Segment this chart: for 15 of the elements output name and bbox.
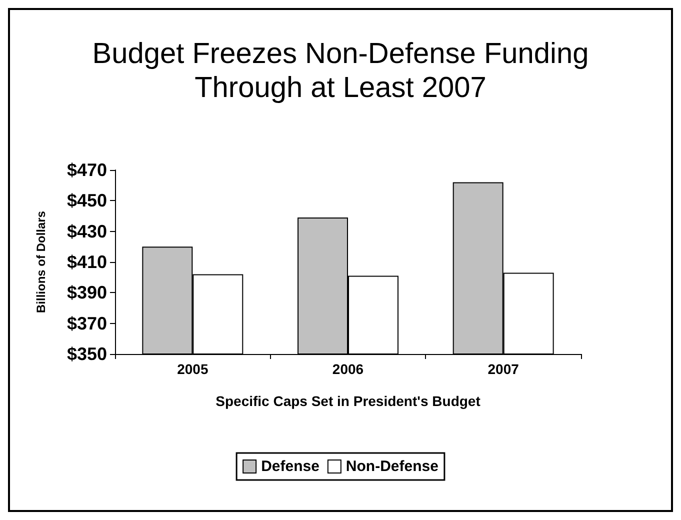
y-tick-label: $370 xyxy=(66,313,107,334)
legend-label: Non-Defense xyxy=(346,458,438,475)
y-tick-label: $350 xyxy=(66,344,107,364)
legend-label: Defense xyxy=(261,458,320,475)
chart-title: Budget Freezes Non-Defense Funding Through at Least 2007 xyxy=(92,38,589,104)
x-axis-title: Specific Caps Set in President's Budget xyxy=(216,393,481,409)
y-tick-label: $410 xyxy=(66,252,107,272)
y-tick-label: $430 xyxy=(66,221,107,242)
y-tick-label: $390 xyxy=(66,282,107,303)
y-axis-title: Billions of Dollars xyxy=(34,210,48,314)
y-tick-label: $470 xyxy=(66,160,107,180)
y-tick-label: $450 xyxy=(66,190,107,211)
x-tick-label: 2007 xyxy=(488,361,520,377)
x-tick-label: 2006 xyxy=(332,361,364,377)
x-tick-label: 2005 xyxy=(177,361,208,377)
